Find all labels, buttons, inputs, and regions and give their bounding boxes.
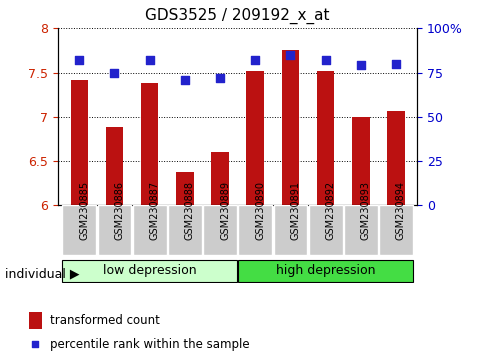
Point [76, 57, 83, 63]
FancyBboxPatch shape [167, 205, 201, 255]
FancyBboxPatch shape [133, 205, 166, 255]
Bar [351, 117, 369, 205]
Text: high depression: high depression [275, 264, 375, 277]
Text: GSM230890: GSM230890 [255, 181, 265, 240]
Bar [106, 127, 123, 205]
Text: low depression: low depression [103, 264, 196, 277]
Text: individual ▶: individual ▶ [5, 268, 79, 281]
FancyBboxPatch shape [203, 205, 237, 255]
Text: GSM230889: GSM230889 [220, 181, 229, 240]
FancyBboxPatch shape [273, 205, 307, 255]
Point [286, 52, 294, 58]
Text: GSM230893: GSM230893 [360, 181, 370, 240]
FancyBboxPatch shape [343, 205, 377, 255]
Point [181, 77, 188, 82]
Text: GSM230888: GSM230888 [184, 181, 195, 240]
Point [146, 57, 153, 63]
Bar [140, 83, 158, 205]
Text: transformed count: transformed count [50, 314, 160, 327]
Bar [246, 71, 263, 205]
Text: GSM230892: GSM230892 [325, 181, 335, 240]
FancyBboxPatch shape [378, 205, 412, 255]
FancyBboxPatch shape [62, 260, 237, 282]
Bar [281, 51, 299, 205]
Bar [70, 80, 88, 205]
Bar [386, 110, 404, 205]
Bar [176, 172, 193, 205]
Bar [316, 71, 334, 205]
Text: GSM230885: GSM230885 [79, 181, 89, 240]
Bar [211, 152, 228, 205]
FancyBboxPatch shape [238, 205, 272, 255]
Point [110, 70, 118, 75]
Bar [29, 312, 42, 329]
FancyBboxPatch shape [238, 260, 412, 282]
Text: GSM230886: GSM230886 [114, 181, 124, 240]
Text: GSM230891: GSM230891 [290, 181, 300, 240]
Point [216, 75, 224, 81]
Point [251, 57, 258, 63]
Title: GDS3525 / 209192_x_at: GDS3525 / 209192_x_at [145, 8, 329, 24]
Text: GSM230894: GSM230894 [395, 181, 405, 240]
FancyBboxPatch shape [97, 205, 131, 255]
Point [337, 268, 345, 274]
Text: GSM230887: GSM230887 [150, 181, 159, 240]
Point [391, 61, 399, 67]
FancyBboxPatch shape [62, 205, 96, 255]
FancyBboxPatch shape [308, 205, 342, 255]
Point [356, 63, 364, 68]
Text: percentile rank within the sample: percentile rank within the sample [50, 338, 250, 350]
Point [321, 57, 329, 63]
